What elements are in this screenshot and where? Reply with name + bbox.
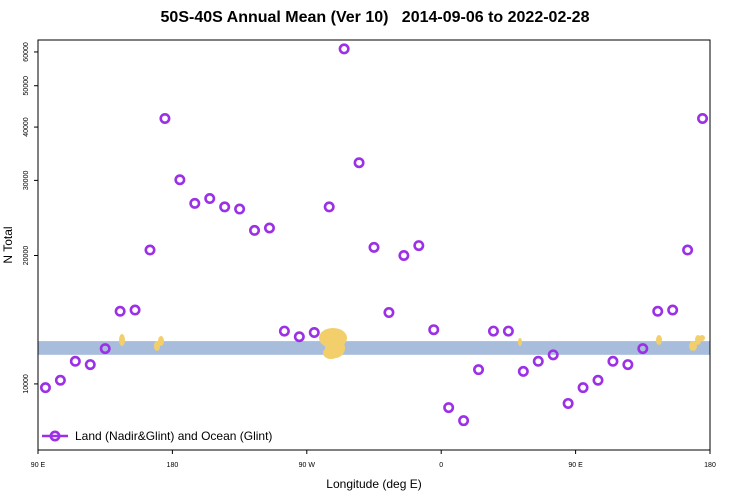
chart-title: 50S-40S Annual Mean (Ver 10) 2014-09-06 … [160, 9, 590, 26]
legend: Land (Nadir&Glint) and Ocean (Glint) [42, 429, 272, 443]
data-point [234, 203, 246, 215]
data-point [338, 43, 350, 55]
data-point [278, 325, 290, 337]
y-tick-label: 40000 [23, 117, 30, 137]
x-axis: 90 E 180 90 W 0 90 E 180 [31, 450, 716, 469]
data-point [84, 359, 96, 371]
data-point [129, 304, 141, 316]
data-point [159, 112, 171, 124]
land-patch [518, 338, 522, 346]
land-patch [656, 335, 662, 345]
land-patch [158, 336, 164, 346]
y-tick-label: 30000 [23, 171, 30, 191]
data-point [487, 325, 499, 337]
data-point [189, 197, 201, 209]
data-point [293, 331, 305, 343]
data-point [682, 244, 694, 256]
data-point [54, 374, 66, 386]
data-point [637, 343, 649, 355]
data-point [39, 382, 51, 394]
data-point [398, 249, 410, 261]
data-point [667, 304, 679, 316]
data-point [652, 305, 664, 317]
y-tick-label: 10000 [23, 374, 30, 394]
x-axis-title: Longitude (deg E) [326, 477, 421, 491]
data-point [69, 355, 81, 367]
land-patch [699, 335, 705, 341]
x-tick-label: 180 [704, 462, 716, 469]
data-point [458, 415, 470, 427]
data-point [592, 374, 604, 386]
data-point [607, 355, 619, 367]
data-point [204, 193, 216, 205]
data-points [39, 43, 709, 427]
y-tick-label: 50000 [23, 76, 30, 96]
data-point [428, 324, 440, 336]
x-tick-label: 90 E [31, 462, 46, 469]
data-point [502, 325, 514, 337]
y-tick-label: 60000 [23, 42, 30, 62]
y-axis-title: N Total [1, 226, 15, 263]
data-point [308, 326, 320, 338]
data-point [517, 365, 529, 377]
data-point [219, 201, 231, 213]
land-patch [323, 347, 339, 359]
data-point [263, 222, 275, 234]
x-tick-label: 90 W [299, 462, 316, 469]
plot-frame [37, 39, 711, 451]
data-point [473, 364, 485, 376]
data-point [622, 359, 634, 371]
data-point [99, 343, 111, 355]
data-point [443, 402, 455, 414]
data-point [532, 355, 544, 367]
x-tick-label: 90 E [568, 462, 583, 469]
y-tick-label: 20000 [23, 246, 30, 266]
data-point [547, 349, 559, 361]
land-patch [119, 334, 125, 346]
band-rect [38, 341, 710, 355]
data-point [383, 307, 395, 319]
data-point [413, 240, 425, 252]
data-point [323, 201, 335, 213]
data-point [114, 305, 126, 317]
y-axis: 10000 20000 30000 40000 50000 60000 [23, 42, 38, 394]
data-point [249, 224, 261, 236]
data-point [174, 174, 186, 186]
data-point [353, 157, 365, 169]
land-patch [689, 341, 697, 351]
legend-label: Land (Nadir&Glint) and Ocean (Glint) [75, 429, 272, 443]
legend-marker [49, 430, 61, 442]
data-point [144, 244, 156, 256]
land-patches [119, 328, 705, 359]
data-point [368, 241, 380, 253]
data-point [577, 382, 589, 394]
data-point [562, 397, 574, 409]
x-tick-label: 180 [167, 462, 179, 469]
background-band [38, 341, 710, 355]
x-tick-label: 0 [439, 462, 443, 469]
data-point [697, 112, 709, 124]
